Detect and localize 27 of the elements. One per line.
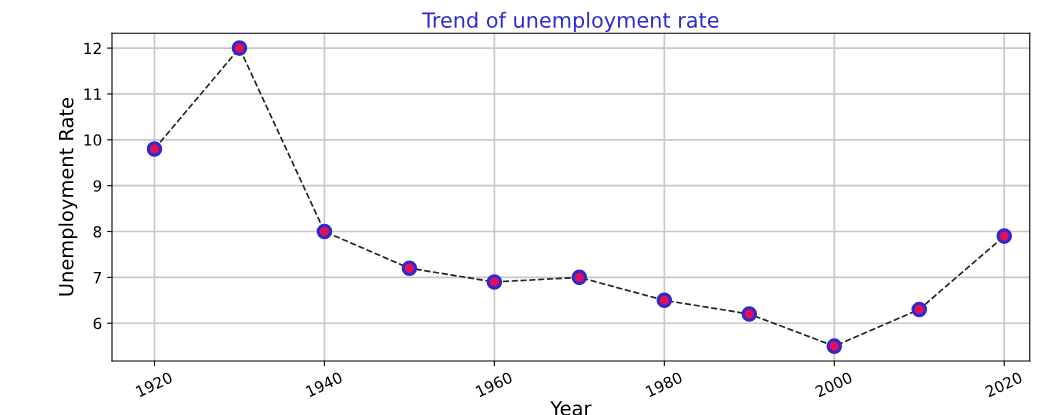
point (316, 223, 333, 240)
point (146, 141, 163, 157)
point (571, 269, 588, 286)
point (231, 40, 248, 56)
x-tick-label: 1940 (305, 371, 344, 398)
point (996, 228, 1013, 244)
point (826, 338, 843, 354)
y-tick-label: 11 (84, 88, 101, 100)
y-tick-label: 8 (93, 225, 102, 238)
y-axis-title: Unemployment Rate (58, 98, 78, 296)
point (741, 306, 758, 322)
x-tick-label: 2000 (814, 371, 853, 398)
y-tick-label: 12 (84, 42, 101, 54)
chart-title: Trend of unemployment rate (422, 11, 719, 32)
y-tick-label: 7 (93, 272, 101, 284)
point (911, 301, 928, 318)
x-tick-label: 1960 (475, 371, 513, 398)
point (401, 260, 418, 276)
y-tick-label: 9 (93, 180, 102, 192)
x-tick-label: 2020 (984, 371, 1023, 398)
x-tick-label: 1980 (645, 371, 683, 398)
y-tick-label: 10 (84, 134, 102, 146)
point (656, 292, 673, 309)
y-tick-label: 6 (93, 317, 102, 330)
x-axis-title: Year (550, 401, 592, 415)
x-tick-label: 1920 (135, 371, 174, 398)
point (486, 274, 503, 290)
